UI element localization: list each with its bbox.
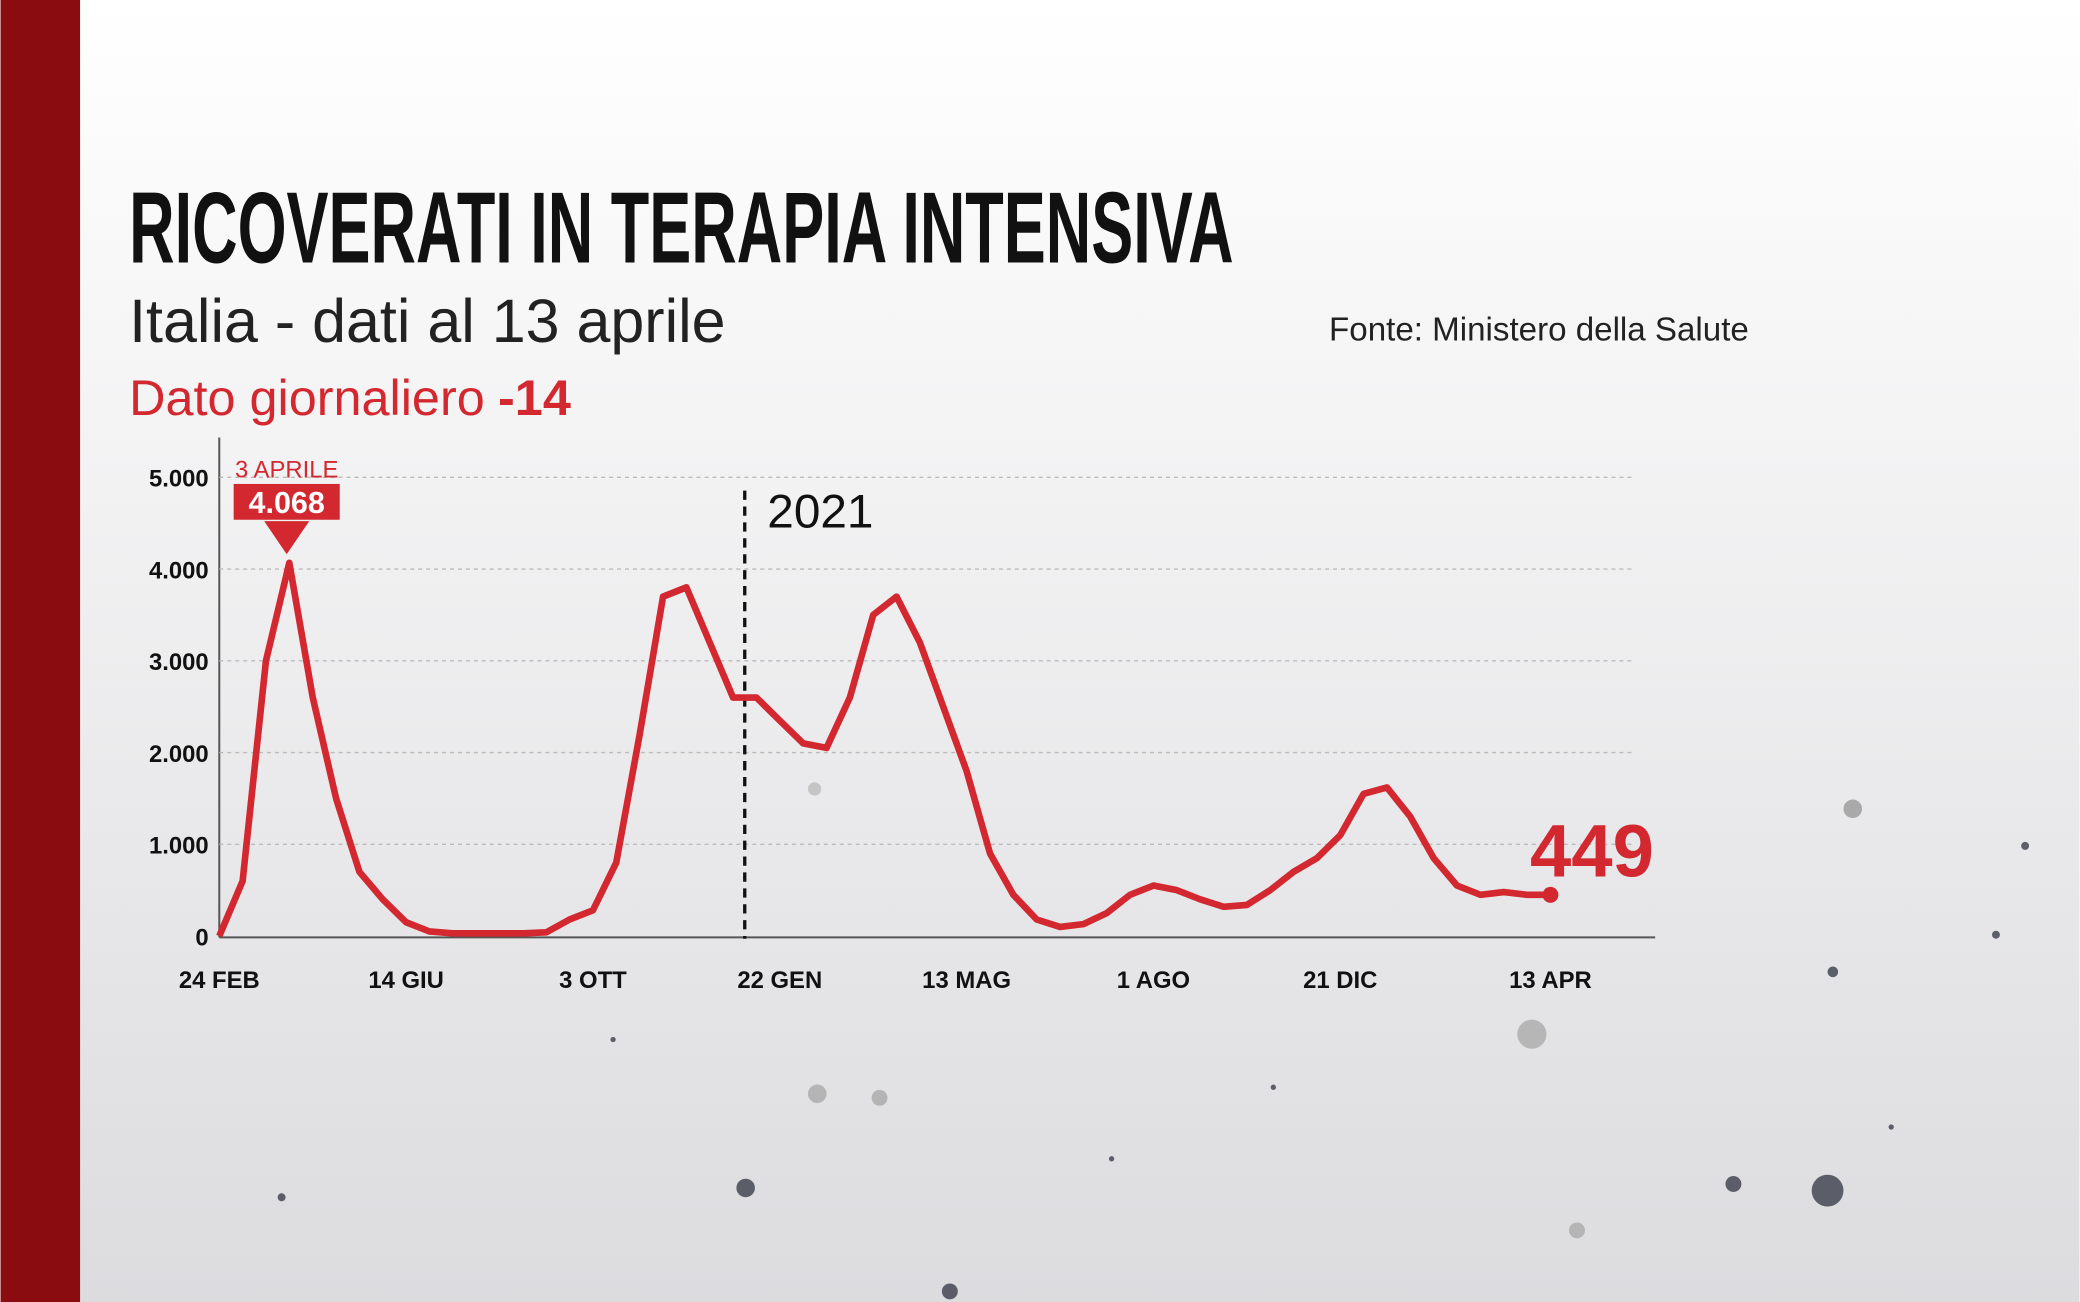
x-tick-label: 24 FEB [179, 967, 260, 994]
x-tick-label: 1 AGO [1117, 967, 1190, 994]
year-label: 2021 [767, 486, 873, 539]
x-tick-label: 21 DIC [1303, 967, 1377, 994]
y-tick-label: 4.000 [149, 557, 209, 584]
x-tick-label: 14 GIU [368, 967, 444, 994]
end-value-label: 449 [1530, 809, 1654, 892]
source: Fonte: Ministero della Salute [1329, 312, 1749, 349]
peak-pointer [264, 521, 310, 555]
peak-date: 3 APRILE [235, 456, 338, 483]
subtitle: Italia - dati al 13 aprile [129, 287, 725, 355]
y-tick-label: 5.000 [149, 466, 209, 493]
daily-change: Dato giornaliero -14 [129, 369, 571, 426]
line [216, 559, 1551, 938]
peak-box [233, 483, 340, 520]
speckles [277, 782, 2030, 1300]
daily-change-value: -14 [498, 369, 571, 426]
side-bar [0, 0, 81, 1302]
y-tick-label: 1.000 [149, 833, 209, 860]
daily-change-label: Dato giornaliero [129, 369, 485, 426]
y-tick-label: 3.000 [149, 649, 209, 676]
peak-value-label: 4.068 [249, 486, 325, 520]
x-tick-label: 13 MAG [922, 967, 1011, 994]
x-tick-label: 3 OTT [559, 967, 627, 994]
y-tick-label: 0 [195, 924, 208, 951]
x-tick-label: 13 APR [1509, 967, 1592, 994]
x-tick-label: 22 GEN [737, 967, 822, 994]
y-tick-label: 2.000 [149, 741, 209, 768]
end-point [1542, 886, 1559, 903]
chart-title: RICOVERATI IN TERAPIA INTENSIVA [129, 173, 1233, 285]
